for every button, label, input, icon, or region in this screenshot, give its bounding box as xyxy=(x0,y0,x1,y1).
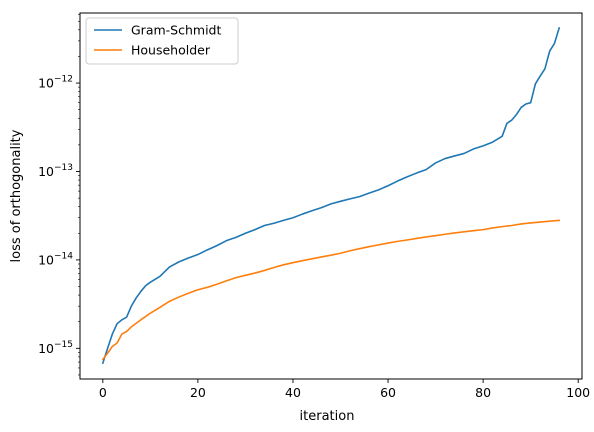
series-line-householder xyxy=(101,219,561,361)
x-tick-label: 100 xyxy=(566,385,590,400)
y-tick-label: 10−13 xyxy=(38,163,73,179)
x-tick-label: 60 xyxy=(380,385,396,400)
series-layer xyxy=(101,26,561,365)
y-tick-label: 10−14 xyxy=(38,251,73,267)
legend: Gram-Schmidt Householder xyxy=(85,17,239,65)
legend-box xyxy=(85,17,239,65)
x-tick-label: 0 xyxy=(99,385,107,400)
series-line-gram-schmidt xyxy=(101,26,561,365)
y-axis-label: loss of orthogonality xyxy=(9,129,24,262)
x-tick-label: 20 xyxy=(190,385,206,400)
y-axis: 10−15 10−14 10−13 10−12 xyxy=(38,13,80,376)
x-tick-label: 80 xyxy=(475,385,491,400)
y-tick-label: 10−15 xyxy=(38,340,73,356)
x-tick-label: 40 xyxy=(285,385,301,400)
plot-frame xyxy=(79,12,583,380)
x-axis: 0 20 40 60 80 100 xyxy=(99,379,590,400)
x-axis-label: iteration xyxy=(300,409,355,424)
y-tick-label: 10−12 xyxy=(38,75,73,91)
legend-label-gram-schmidt: Gram-Schmidt xyxy=(131,23,221,38)
legend-label-householder: Householder xyxy=(131,43,211,58)
